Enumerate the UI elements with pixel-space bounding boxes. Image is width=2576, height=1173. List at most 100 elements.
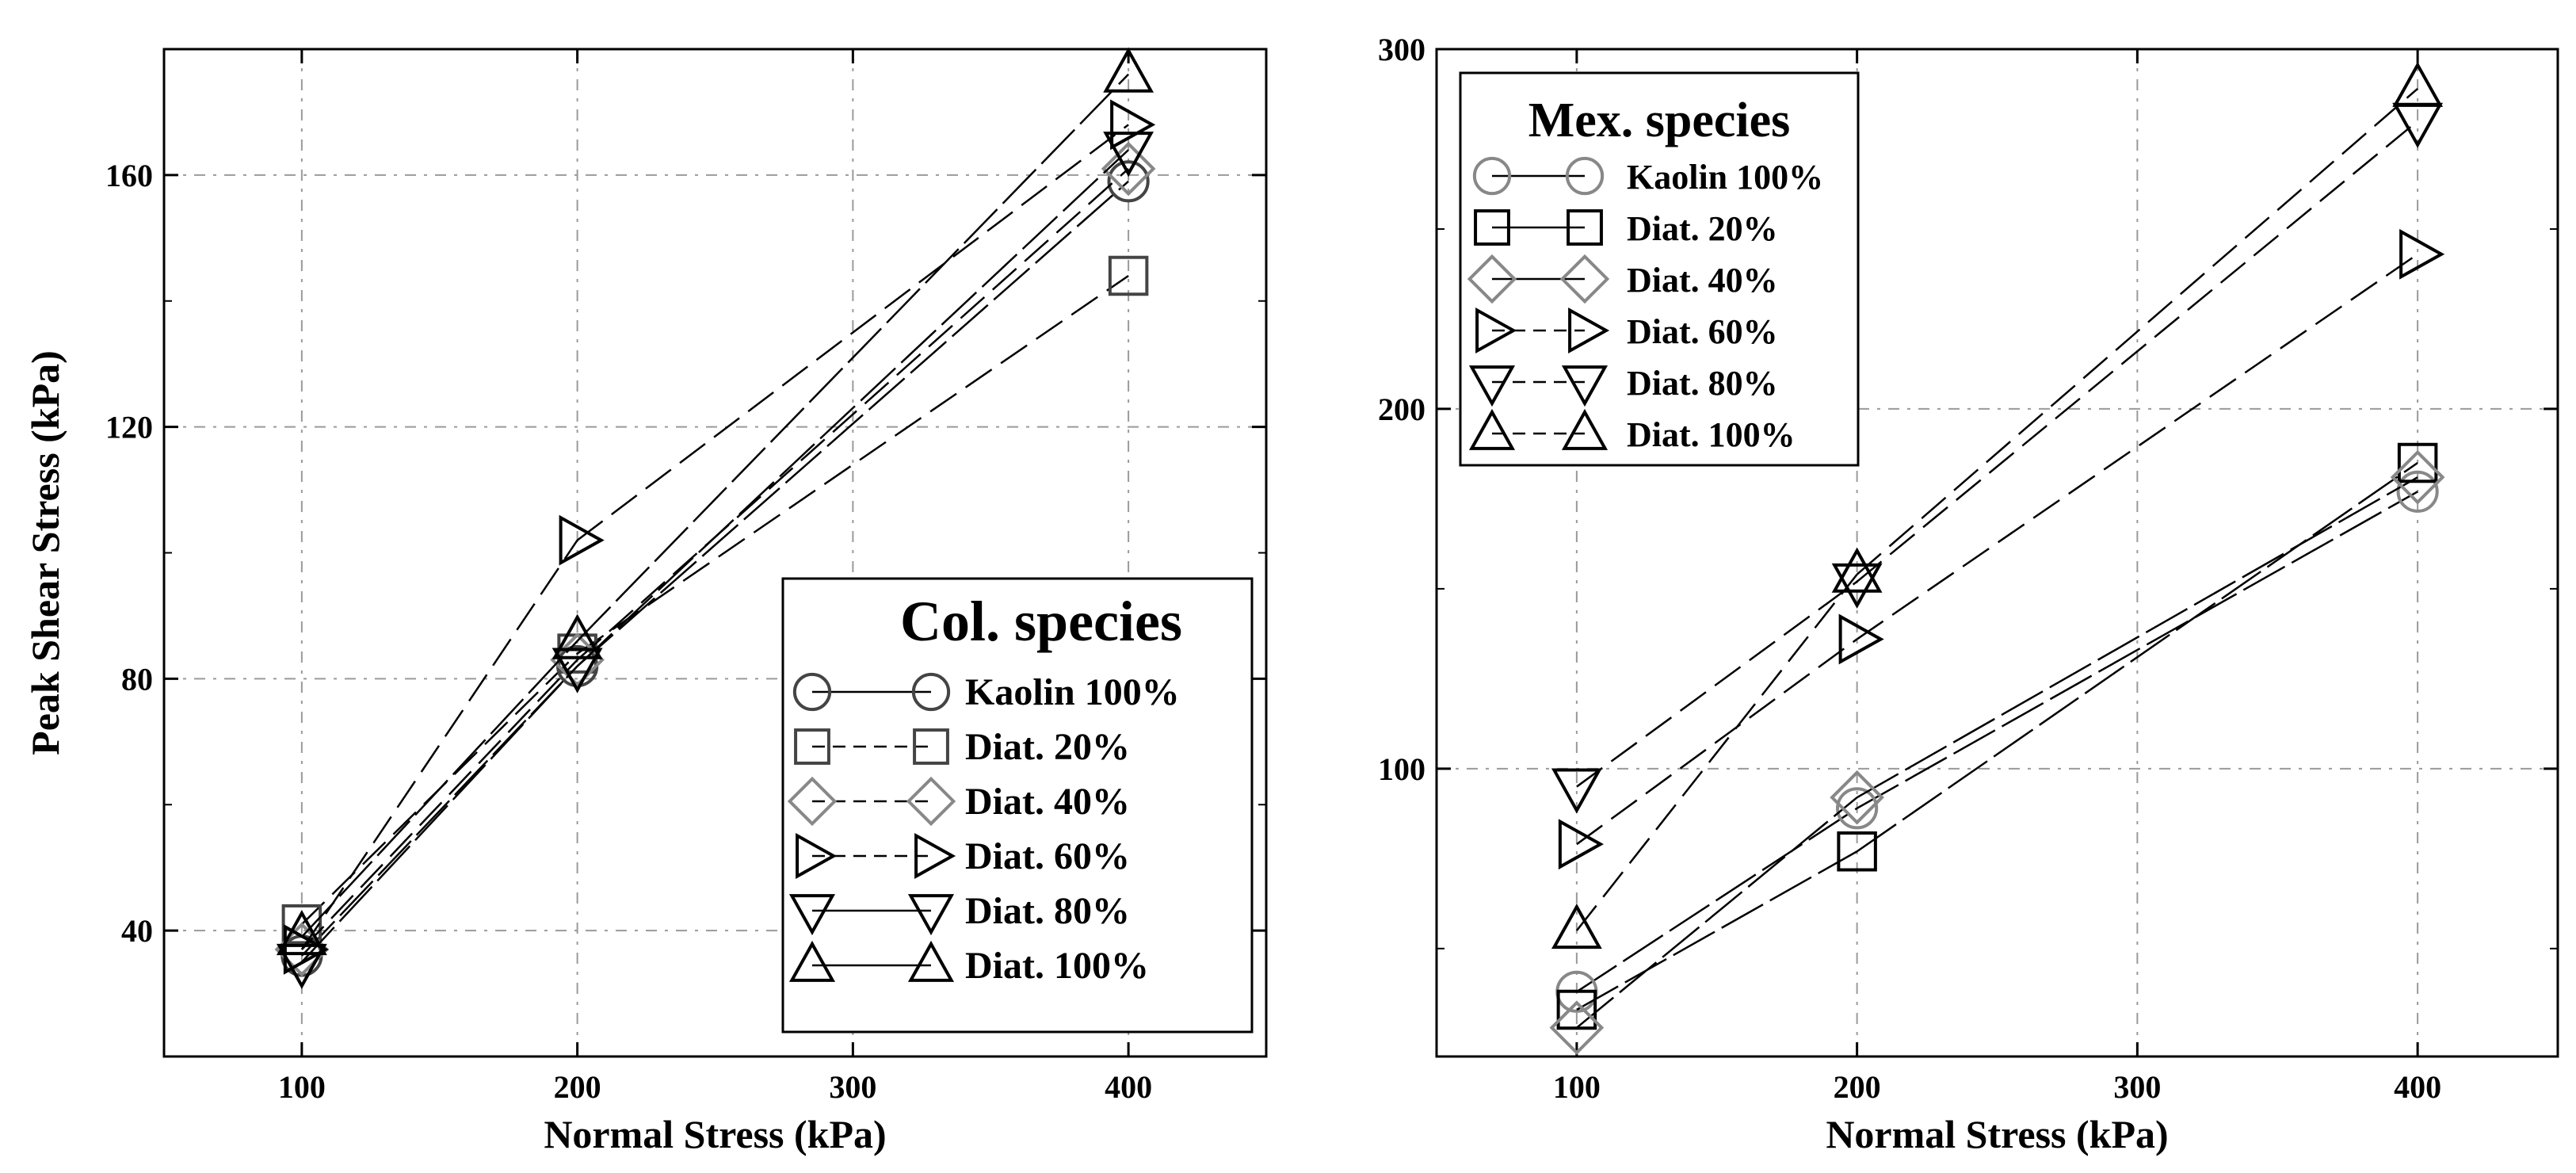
ticks-left: 100 200 300 400 40 80 120 160 — [105, 49, 1266, 1105]
legend-marker-start-diat-100-right — [1468, 408, 1516, 450]
legend-marker-start-kaolin-100-left — [792, 672, 832, 712]
legend-item-kaolin-100-left: Kaolin 100% — [792, 671, 1180, 713]
legend-item-diat-20-right: Diat. 20% — [1474, 209, 1778, 248]
legend-marker-end-diat-60-right — [1568, 307, 1610, 354]
series-diat-60-left — [283, 99, 1156, 975]
legend-item-diat-100-right: Diat. 100% — [1468, 408, 1796, 454]
x-axis-label-right: Normal Stress (kPa) — [1826, 1112, 2168, 1156]
legend-label-diat-80-left: Diat. 80% — [965, 890, 1130, 932]
x-tick-label-100-right: 100 — [1553, 1069, 1601, 1105]
series-line-diat-60-0-left — [300, 539, 578, 950]
legend-item-diat-80-left: Diat. 80% — [788, 890, 1130, 936]
legend-marker-start-diat-60-left — [796, 832, 838, 880]
series-diat-20-right — [1556, 442, 2438, 1030]
legend-items-left: Kaolin 100% Diat. 20% Diat. 40% Diat. 60% Di… — [787, 671, 1180, 987]
point-diat-60-400-right — [2399, 228, 2445, 280]
point-diat-80-200-left — [551, 648, 603, 693]
point-diat-40-400-left — [1101, 141, 1156, 197]
point-diat-40-400-right — [2390, 449, 2445, 505]
point-diat-80-200-right — [1831, 563, 1883, 609]
x-tick-label-400-right: 400 — [2394, 1069, 2441, 1105]
point-diat-100-200-left — [551, 613, 603, 659]
series-diat-40-right — [1549, 449, 2445, 1056]
legend-label-diat-20-left: Diat. 20% — [965, 726, 1130, 768]
series-line-diat-40-0-right — [1576, 797, 1858, 1029]
x-tick-label-400-left: 400 — [1105, 1069, 1152, 1105]
point-diat-20-100-left — [281, 904, 322, 945]
point-diat-40-100-right — [1549, 1000, 1605, 1056]
x-tick-label-200-left: 200 — [554, 1069, 601, 1105]
series-line-diat-100-0-left — [300, 640, 578, 938]
point-diat-80-400-left — [1103, 132, 1154, 178]
legend-label-diat-60-left: Diat. 60% — [965, 835, 1130, 877]
legend-right: Mex. species Kaolin 100% Diat. 20% Diat. 4… — [1459, 71, 1860, 467]
x-tick-label-200-right: 200 — [1834, 1069, 1881, 1105]
y-tick-label-40-left: 40 — [121, 913, 153, 949]
series-line-kaolin-100-0-right — [1576, 807, 1858, 993]
legend-title-left: Col. species — [900, 590, 1182, 653]
legend-marker-start-diat-100-left — [788, 940, 836, 982]
legend-item-diat-100-left: Diat. 100% — [788, 940, 1149, 987]
legend-label-kaolin-100-right: Kaolin 100% — [1627, 158, 1823, 197]
legend-marker-start-diat-60-right — [1475, 307, 1517, 354]
legend-label-kaolin-100-left: Kaolin 100% — [965, 671, 1180, 713]
x-tick-label-300-left: 300 — [829, 1069, 876, 1105]
legend-box-right — [1459, 71, 1860, 467]
legend-marker-start-diat-20-right — [1474, 209, 1510, 246]
series-line-diat-60-1-right — [1856, 253, 2418, 640]
legend-item-diat-80-right: Diat. 80% — [1468, 364, 1778, 407]
x-tick-label-100-left: 100 — [278, 1069, 326, 1105]
point-kaolin-100-400-left — [1107, 160, 1150, 203]
legend-item-diat-60-right: Diat. 60% — [1475, 307, 1778, 354]
series-diat-80-left — [276, 132, 1154, 989]
y-tick-label-200-right: 200 — [1378, 392, 1425, 427]
legend-marker-end-diat-80-right — [1561, 365, 1609, 407]
point-diat-60-100-left — [283, 924, 329, 975]
point-diat-80-100-right — [1551, 768, 1602, 814]
legend-marker-start-diat-40-left — [787, 776, 838, 827]
chart-col-species: 100 200 300 400 40 80 120 160 Normal Stress (kP… — [23, 47, 1268, 1156]
chart-mex-species: 100 200 300 400 100 200 300 Normal Stress (kPa… — [1378, 32, 2559, 1156]
legend-marker-end-diat-100-left — [907, 940, 955, 982]
point-diat-20-400-left — [1108, 255, 1149, 296]
legend-label-diat-100-right: Diat. 100% — [1627, 415, 1796, 454]
legend-items-right: Kaolin 100% Diat. 20% Diat. 40% Diat. 60% Di… — [1467, 156, 1823, 454]
point-kaolin-100-400-right — [2396, 470, 2439, 513]
point-diat-20-200-right — [1837, 831, 1877, 872]
legend-item-diat-20-left: Diat. 20% — [794, 726, 1130, 768]
y-tick-label-300-right: 300 — [1378, 32, 1425, 67]
point-diat-60-200-right — [1838, 613, 1884, 665]
legend-label-diat-20-right: Diat. 20% — [1627, 209, 1778, 248]
point-diat-100-100-left — [276, 909, 327, 956]
legend-item-kaolin-100-right: Kaolin 100% — [1472, 156, 1823, 197]
point-diat-100-200-right — [1831, 547, 1883, 593]
series-line-diat-80-0-left — [300, 665, 578, 963]
legend-marker-start-diat-40-right — [1467, 254, 1517, 304]
legend-label-diat-100-left: Diat. 100% — [965, 945, 1149, 987]
legend-marker-start-diat-80-left — [788, 894, 836, 936]
point-diat-60-200-left — [559, 514, 605, 566]
series-line-diat-40-0-left — [300, 659, 578, 950]
x-axis-label-left: Normal Stress (kPa) — [544, 1112, 886, 1156]
series-line-diat-80-1-right — [1856, 120, 2418, 583]
legend-title-right: Mex. species — [1528, 94, 1791, 147]
series-diat-60-right — [1558, 228, 2445, 870]
series-line-diat-60-0-right — [1576, 638, 1858, 846]
legend-marker-start-diat-80-right — [1468, 365, 1516, 407]
point-diat-60-400-left — [1110, 99, 1156, 151]
series-kaolin-100-right — [1555, 470, 2439, 1013]
legend-box-left — [781, 577, 1254, 1034]
y-axis-label-left: Peak Shear Stress (kPa) — [23, 350, 67, 755]
plot-frame-right — [1435, 48, 2559, 1058]
legend-label-diat-40-right: Diat. 40% — [1627, 261, 1778, 300]
series-line-kaolin-100-1-right — [1857, 491, 2418, 809]
series-line-diat-100-1-left — [576, 73, 1130, 642]
y-tick-label-120-left: 120 — [105, 410, 153, 445]
legend-item-diat-40-left: Diat. 40% — [787, 776, 1130, 827]
legend-marker-end-diat-20-right — [1567, 209, 1603, 246]
point-diat-100-400-right — [2392, 61, 2444, 107]
series-left — [274, 47, 1156, 989]
series-line-diat-20-1-right — [1856, 461, 2418, 853]
point-diat-80-100-left — [276, 943, 327, 989]
